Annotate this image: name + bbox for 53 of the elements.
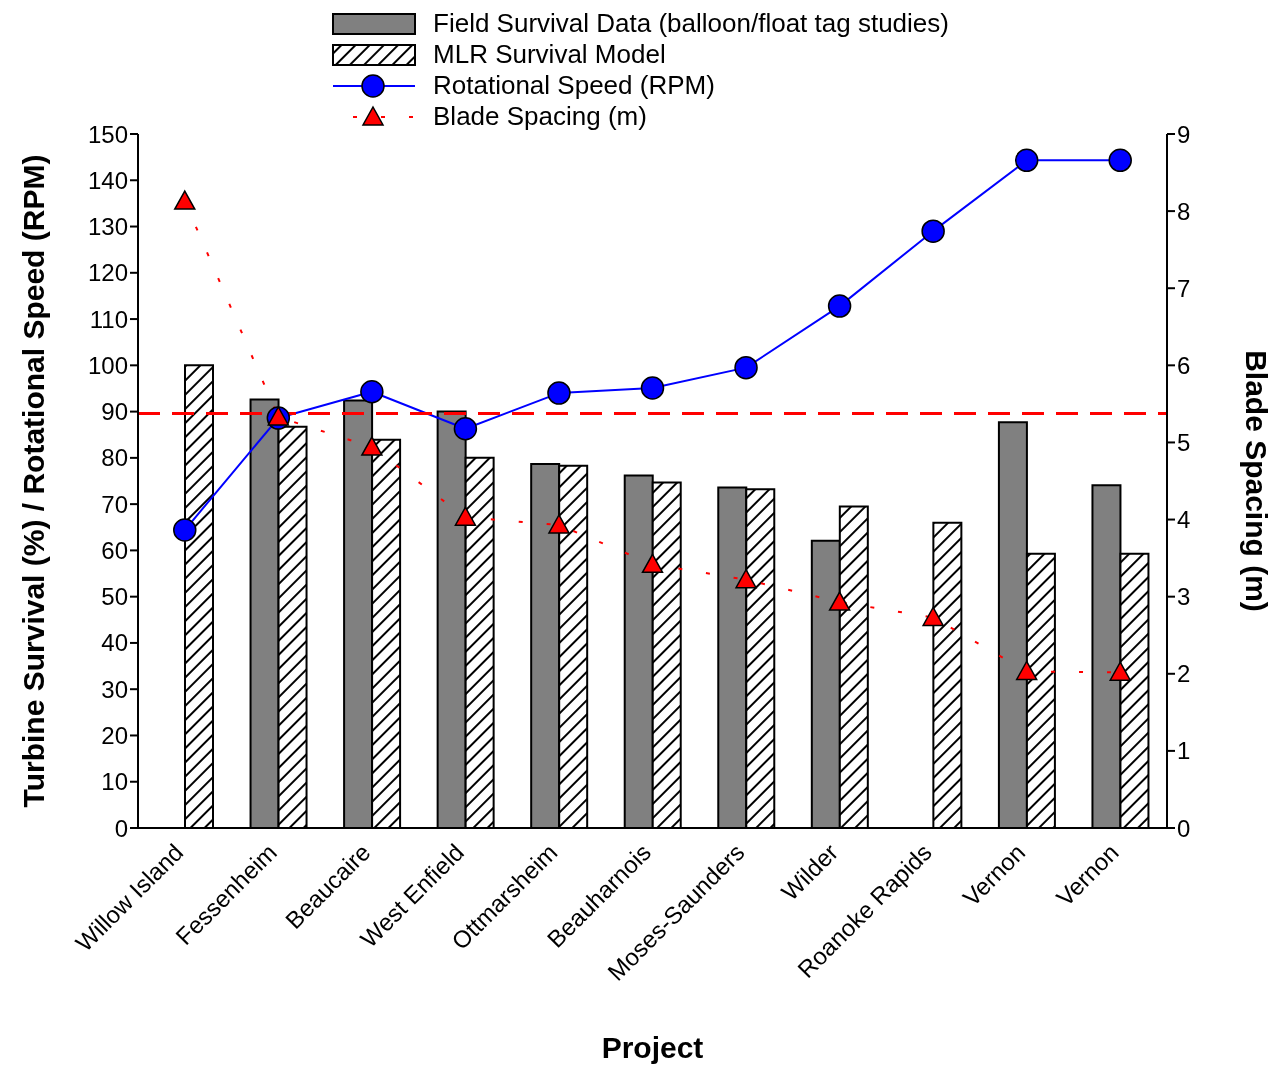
y-tick-label: 150 — [87, 120, 128, 148]
y2-tick-label: 8 — [1177, 197, 1191, 225]
point — [173, 518, 197, 542]
y2-tick-label: 6 — [1177, 351, 1191, 379]
point — [453, 416, 478, 441]
point — [828, 591, 851, 611]
point — [1109, 661, 1131, 681]
point — [827, 294, 852, 318]
point — [360, 379, 384, 404]
point — [922, 606, 944, 627]
y2-tick-label: 5 — [1177, 428, 1191, 456]
y-axis-title: Turbine Survival (%) / Rotational Speed (RPM) — [16, 154, 50, 808]
point — [735, 568, 757, 589]
point — [1015, 660, 1038, 681]
point — [734, 355, 758, 380]
y2-tick-label: 2 — [1177, 660, 1191, 688]
legend-label: Field Survival Data (balloon/float tag studies) — [433, 8, 949, 39]
x-axis-title: Project — [601, 1031, 704, 1064]
y-tick-label: 30 — [101, 675, 128, 703]
y-tick-label: 50 — [101, 583, 128, 611]
legend-label: Blade Spacing (m) — [433, 101, 647, 132]
point — [1108, 148, 1132, 173]
y-tick-label: 80 — [101, 444, 128, 472]
y2-tick-label: 9 — [1177, 120, 1191, 148]
point — [454, 506, 477, 526]
y-tick-label: 70 — [101, 490, 128, 518]
point — [548, 514, 570, 534]
y-tick-label: 140 — [87, 166, 128, 194]
y-tick-label: 100 — [87, 351, 128, 379]
y2-tick-label: 0 — [1177, 814, 1191, 842]
y-tick-label: 90 — [101, 398, 128, 426]
point — [640, 376, 665, 400]
point — [1014, 148, 1039, 173]
point — [547, 381, 571, 405]
y2-tick-label: 3 — [1177, 583, 1191, 611]
y-tick-label: 10 — [101, 768, 128, 796]
point — [921, 219, 945, 243]
y2-tick-label: 7 — [1177, 274, 1191, 302]
y-tick-label: 60 — [101, 536, 128, 564]
legend-label: MLR Survival Model — [433, 39, 666, 70]
y-tick-label: 20 — [101, 721, 128, 749]
point — [641, 553, 664, 574]
y2-tick-label: 4 — [1177, 506, 1191, 534]
y2-tick-label: 1 — [1177, 737, 1191, 765]
point — [174, 190, 196, 210]
y-tick-label: 0 — [114, 814, 128, 842]
y-tick-label: 120 — [87, 259, 128, 287]
legend-label: Rotational Speed (RPM) — [433, 70, 715, 101]
y2-axis-title: Blade Spacing (m) — [1240, 350, 1274, 612]
y-tick-label: 40 — [101, 629, 128, 657]
y-tick-label: 110 — [89, 305, 128, 333]
y-tick-label: 130 — [87, 213, 128, 241]
point — [361, 436, 383, 456]
